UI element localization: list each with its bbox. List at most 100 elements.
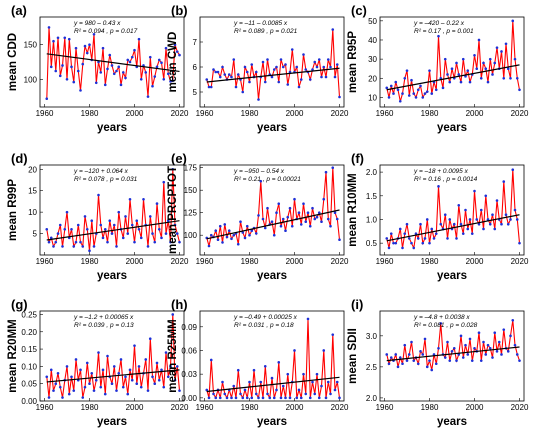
data-point — [518, 88, 521, 92]
regression-equation: y = –0.49 + 0.00025 x — [233, 314, 298, 321]
data-point — [493, 227, 497, 231]
data-point — [421, 96, 425, 99]
data-point — [281, 217, 285, 221]
data-point — [227, 229, 231, 232]
plot-frame — [379, 164, 525, 256]
data-point — [236, 368, 240, 372]
data-point — [387, 362, 391, 366]
y-tick-label: 150 — [24, 41, 38, 50]
x-tick-label: 1960 — [376, 257, 394, 266]
data-point — [92, 245, 96, 248]
data-point — [484, 353, 488, 356]
data-point — [124, 76, 127, 80]
data-point — [403, 343, 407, 347]
data-point — [488, 222, 492, 226]
data-point — [137, 227, 141, 231]
regression-equation: y = –1.2 + 0.00065 x — [73, 314, 134, 321]
y-tick-label: 0.03 — [181, 370, 197, 379]
data-point — [126, 232, 130, 235]
regression-equation: y = –420 – 0.22 x — [413, 20, 465, 27]
data-point — [288, 70, 292, 74]
data-point — [270, 376, 274, 380]
x-tick-label: 1980 — [421, 109, 439, 118]
data-point — [511, 168, 515, 172]
data-point — [153, 382, 157, 385]
data-point — [317, 58, 321, 61]
regression-stats: R² = 0.078 , p = 0.031 — [74, 176, 138, 183]
data-point — [234, 396, 238, 400]
data-point — [128, 60, 132, 64]
data-point — [79, 368, 82, 372]
regression-stats: R² = 0.031 , p = 0.18 — [234, 322, 294, 329]
y-tick-label: 175 — [184, 164, 198, 173]
data-point — [142, 197, 145, 201]
data-point — [470, 232, 474, 235]
y-tick-label: 30 — [368, 55, 377, 64]
x-tick-label: 1960 — [376, 403, 394, 412]
data-point — [299, 223, 303, 226]
data-point — [85, 51, 89, 55]
data-point — [398, 356, 402, 359]
data-point — [175, 50, 179, 53]
data-point — [331, 333, 335, 336]
plot-frame — [39, 16, 185, 108]
data-point — [335, 217, 339, 221]
data-point — [110, 232, 114, 235]
x-tick-label: 1960 — [196, 109, 214, 118]
data-point — [428, 359, 431, 362]
data-point — [49, 65, 53, 69]
data-point — [236, 73, 240, 76]
data-point — [448, 359, 452, 362]
data-point — [432, 353, 436, 356]
data-point — [387, 246, 391, 250]
plot-frame — [199, 16, 345, 108]
data-point — [151, 84, 154, 88]
data-point — [479, 208, 483, 212]
data-point — [416, 237, 420, 240]
series-line — [206, 318, 341, 400]
data-point — [459, 334, 463, 338]
data-point — [279, 396, 283, 400]
data-point — [88, 382, 91, 385]
data-point — [65, 210, 69, 214]
data-point — [297, 211, 301, 214]
data-point — [500, 50, 503, 53]
data-point — [313, 392, 317, 396]
data-point — [389, 356, 393, 359]
x-axis-label: years — [257, 122, 287, 134]
data-point — [223, 223, 227, 226]
y-tick-label: 0.00 — [181, 394, 197, 403]
data-point — [83, 215, 87, 218]
data-point — [396, 365, 400, 369]
data-point — [288, 396, 292, 400]
data-point — [461, 232, 465, 235]
data-point — [101, 236, 105, 240]
y-tick-label: 20 — [368, 74, 377, 83]
data-point — [207, 85, 211, 89]
data-point — [119, 83, 123, 87]
data-point — [450, 67, 454, 71]
data-point — [509, 76, 512, 80]
data-point — [394, 80, 398, 84]
data-point — [455, 237, 458, 240]
data-point — [272, 68, 276, 71]
data-point — [419, 350, 422, 353]
data-point — [88, 43, 91, 46]
data-point — [394, 241, 398, 245]
data-point — [425, 365, 429, 369]
data-point — [279, 224, 283, 228]
data-point — [315, 372, 319, 376]
y-tick-label: 20 — [28, 165, 37, 174]
data-point — [263, 364, 267, 368]
data-point — [108, 219, 112, 223]
data-point — [110, 64, 114, 67]
data-point — [88, 249, 91, 253]
data-point — [99, 385, 103, 389]
data-point — [338, 95, 341, 99]
data-point — [157, 378, 161, 382]
data-point — [286, 83, 290, 86]
data-point — [491, 73, 494, 76]
data-point — [396, 88, 400, 92]
data-point — [124, 375, 127, 379]
x-tick-label: 1980 — [81, 403, 99, 412]
